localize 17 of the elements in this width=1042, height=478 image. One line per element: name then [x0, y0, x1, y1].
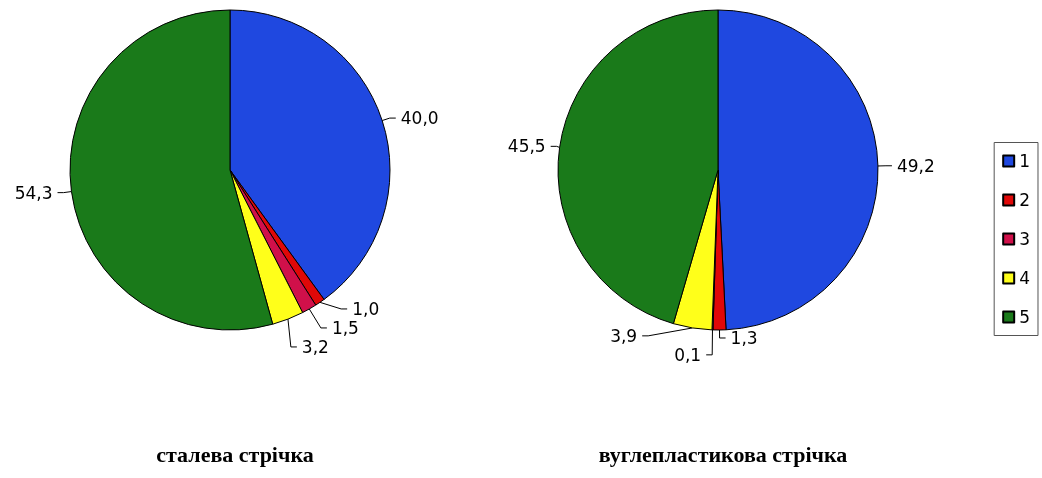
legend-label: 2 [1019, 190, 1031, 210]
data-label: 45,5 [507, 136, 546, 157]
data-label: 1,5 [331, 317, 359, 338]
text: вуглепластикова стрічка [598, 441, 848, 467]
data-label: 3,2 [301, 336, 329, 357]
data-label: 1,3 [730, 327, 758, 348]
legend-label: 5 [1019, 307, 1031, 327]
data-label: 3,9 [610, 325, 638, 346]
legend-label: 1 [1019, 151, 1031, 171]
text: сталева стрічка [156, 441, 314, 467]
data-label: 40,0 [400, 108, 439, 129]
data-label: 49,2 [896, 155, 935, 176]
data-label: 0,1 [674, 344, 702, 365]
legend-label: 3 [1019, 229, 1031, 249]
data-label: 54,3 [14, 182, 53, 203]
legend-label: 4 [1019, 268, 1031, 288]
data-label: 1,0 [352, 298, 380, 319]
